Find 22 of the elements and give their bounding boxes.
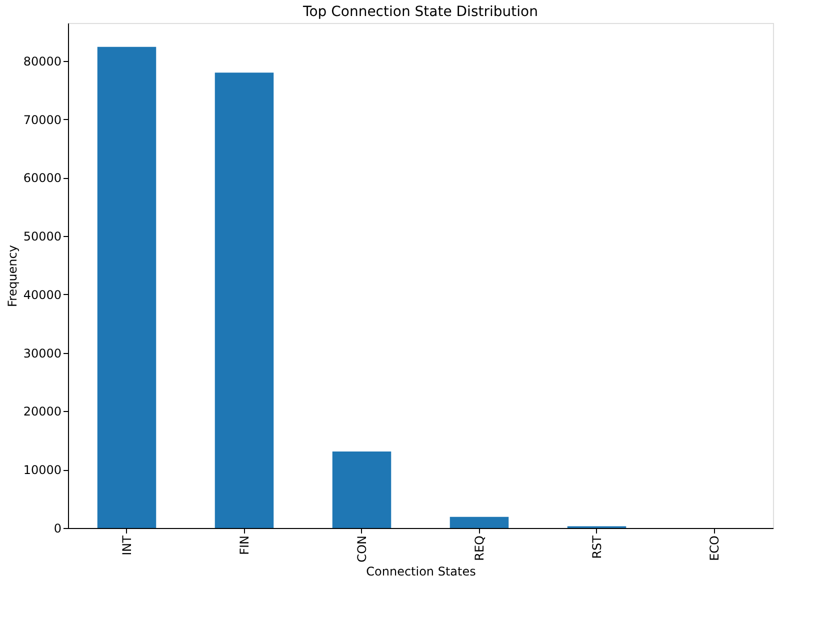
chart-title: Top Connection State Distribution <box>302 4 538 20</box>
x-tick-label: RST <box>590 534 604 559</box>
x-axis-title: Connection States <box>366 564 476 578</box>
y-tick-label: 30000 <box>23 346 62 360</box>
bar <box>214 72 274 528</box>
x-tick-label: CON <box>354 536 369 562</box>
y-tick-label: 80000 <box>23 54 62 68</box>
bar <box>97 46 156 528</box>
y-tick-label: 60000 <box>23 171 62 186</box>
y-tick-label: 10000 <box>23 463 62 478</box>
y-tick-label: 70000 <box>23 112 62 127</box>
x-tick-label: FIN <box>237 536 252 555</box>
x-tick-label: INT <box>120 534 134 556</box>
y-tick-label: 40000 <box>23 288 62 302</box>
x-tick-label: REQ <box>472 536 486 561</box>
y-tick-label: 20000 <box>23 404 62 419</box>
y-axis-title: Frequency <box>5 245 20 307</box>
y-tick-label: 0 <box>54 522 62 536</box>
x-tick-label: ECO <box>707 536 722 561</box>
bar <box>332 452 392 528</box>
bar <box>450 516 509 528</box>
y-tick-label: 50000 <box>23 230 62 244</box>
